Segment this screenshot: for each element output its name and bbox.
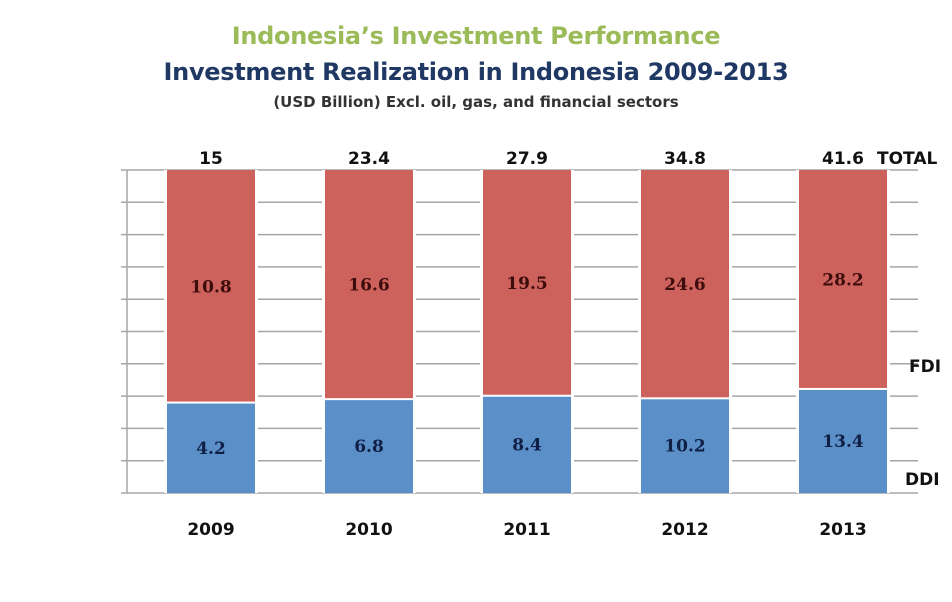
data-label-fdi: 28.2: [822, 270, 863, 290]
x-tick-label: 2009: [187, 520, 234, 540]
data-label-fdi: 24.6: [664, 275, 705, 295]
data-label-ddi: 13.4: [822, 432, 864, 452]
legend-label-fdi: FDI: [909, 357, 941, 377]
bar-segment-fdi: [641, 170, 729, 398]
bar-segment-ddi: [483, 396, 571, 493]
bar-segment-fdi: [167, 170, 255, 402]
data-label-fdi: 16.6: [348, 276, 389, 296]
x-tick-label: 2011: [503, 520, 550, 540]
bar-segment-ddi: [167, 403, 255, 493]
data-label-ddi: 6.8: [354, 437, 384, 457]
chart-subtitle: Investment Realization in Indonesia 2009…: [163, 58, 789, 86]
total-label: 15: [199, 149, 223, 169]
bar-segment-fdi: [483, 170, 571, 395]
legend-label-ddi: DDI: [905, 470, 940, 490]
data-label-ddi: 10.2: [664, 437, 705, 457]
total-label: 27.9: [506, 149, 548, 169]
bar-segment-ddi: [325, 400, 413, 493]
x-tick-label: 2013: [819, 520, 866, 540]
totals-legend-label: TOTAL: [877, 149, 937, 169]
bar-segment-ddi: [799, 389, 887, 493]
data-label-ddi: 8.4: [512, 435, 542, 455]
total-label: 41.6: [822, 149, 864, 169]
total-label: 34.8: [664, 149, 706, 169]
chart-title: Indonesia’s Investment Performance: [231, 22, 721, 50]
x-tick-label: 2012: [661, 520, 708, 540]
data-label-fdi: 10.8: [190, 277, 231, 297]
total-label: 23.4: [348, 149, 390, 169]
data-label-ddi: 4.2: [196, 439, 226, 459]
bar-segment-ddi: [641, 399, 729, 493]
bar-segment-fdi: [325, 170, 413, 399]
chart-note: (USD Billion) Excl. oil, gas, and financ…: [273, 93, 679, 111]
x-tick-label: 2010: [345, 520, 392, 540]
bar-segment-fdi: [799, 170, 887, 388]
data-label-fdi: 19.5: [506, 274, 547, 294]
